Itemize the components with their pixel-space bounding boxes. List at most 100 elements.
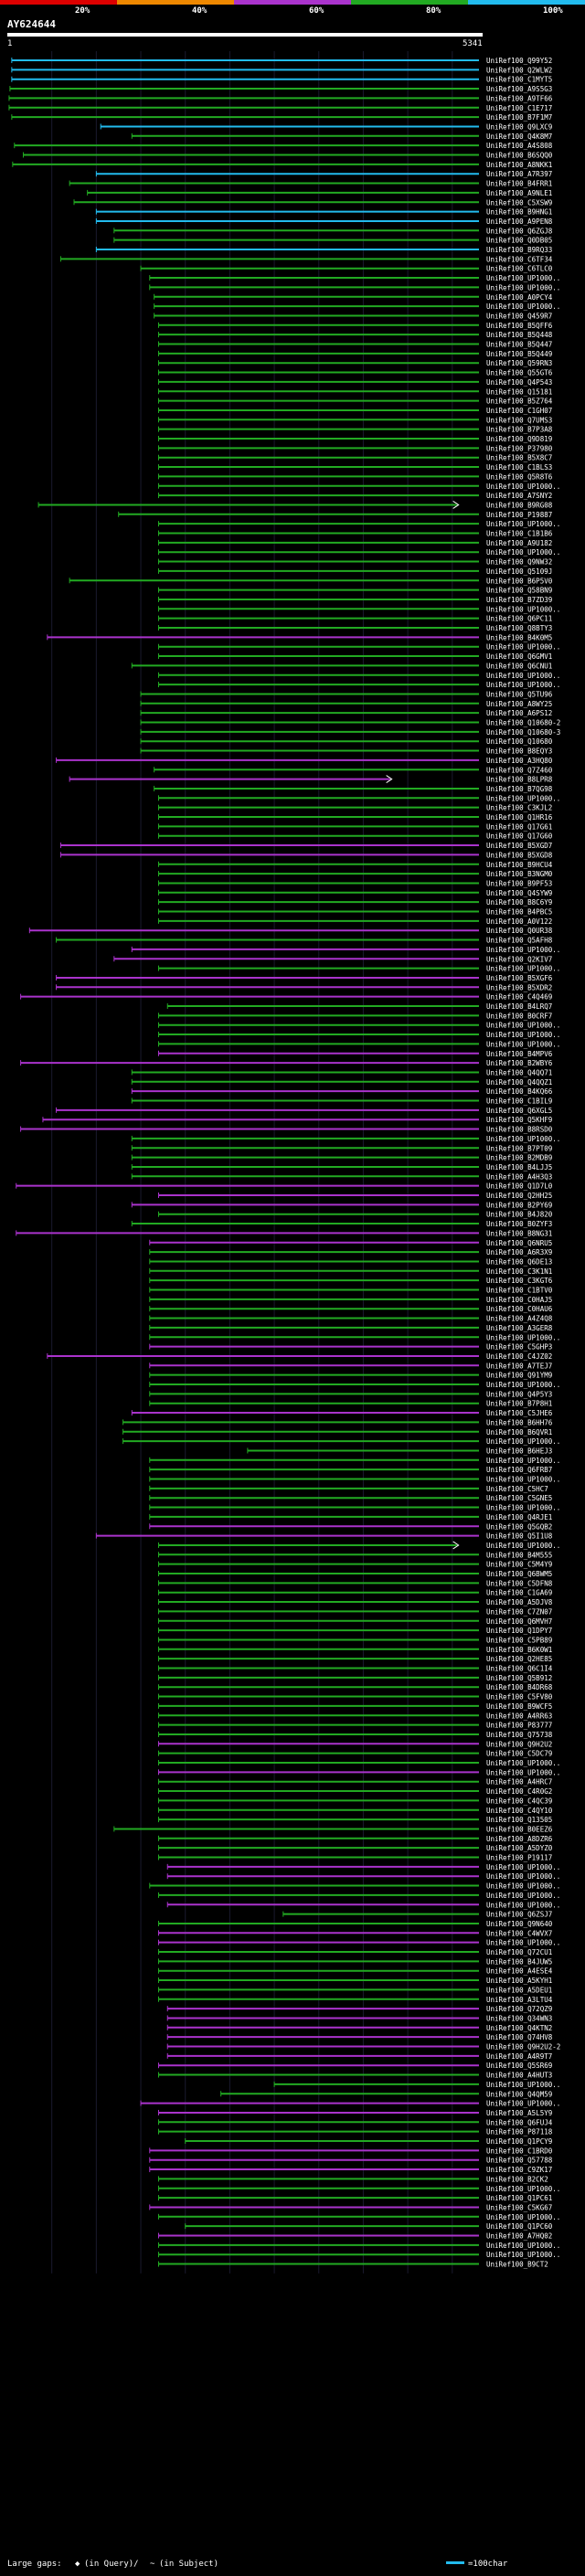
- hit-row[interactable]: UniRef100_B4PBC5: [158, 908, 553, 917]
- hit-row[interactable]: UniRef100_Q5GQB2: [149, 1522, 552, 1531]
- hit-label[interactable]: UniRef100_C4WVX7: [486, 1929, 552, 1937]
- hit-row[interactable]: UniRef100_Q15181: [158, 387, 553, 396]
- hit-row[interactable]: UniRef100_Q17G60: [158, 832, 553, 841]
- hit-row[interactable]: UniRef100_Q5SR69: [158, 2062, 553, 2070]
- hit-label[interactable]: UniRef100_Q5B912: [486, 1674, 552, 1682]
- hit-row[interactable]: UniRef100_Q99Y52: [11, 57, 552, 65]
- hit-label[interactable]: UniRef100_P19887: [486, 511, 552, 519]
- hit-label[interactable]: UniRef100_UP1000..: [486, 1872, 560, 1881]
- hit-label[interactable]: UniRef100_A3GER8: [486, 1324, 553, 1332]
- hit-row[interactable]: UniRef100_Q5I1U8: [95, 1532, 553, 1541]
- hit-row[interactable]: UniRef100_Q6ZGJ8: [113, 227, 553, 235]
- hit-row[interactable]: UniRef100_A3LTU4: [158, 1996, 553, 2004]
- hit-row[interactable]: UniRef100_Q4KTN2: [166, 2024, 552, 2032]
- hit-row[interactable]: UniRef100_Q4QM59: [220, 2090, 553, 2098]
- hit-row[interactable]: UniRef100_P83777: [158, 1722, 553, 1730]
- hit-row[interactable]: UniRef100_B7QG98: [154, 785, 553, 793]
- hit-row[interactable]: UniRef100_Q4K8M7: [131, 133, 552, 141]
- hit-label[interactable]: UniRef100_B5XDR2: [486, 983, 552, 991]
- hit-row[interactable]: UniRef100_C5GNE5: [149, 1494, 552, 1502]
- hit-label[interactable]: UniRef100_B6SQQ0: [486, 152, 553, 160]
- hit-label[interactable]: UniRef100_Q9LXC9: [486, 122, 552, 131]
- hit-row[interactable]: UniRef100_B6P5V0: [69, 577, 553, 585]
- hit-label[interactable]: UniRef100_Q17G60: [486, 832, 553, 841]
- hit-row[interactable]: UniRef100_Q5KHF9: [42, 1116, 552, 1124]
- hit-label[interactable]: UniRef100_A9NLE1: [486, 189, 552, 197]
- hit-row[interactable]: UniRef100_A9TF66: [8, 94, 553, 102]
- hit-label[interactable]: UniRef100_A9S5G3: [486, 85, 552, 93]
- hit-label[interactable]: UniRef100_Q4P5Y3: [486, 1390, 552, 1398]
- hit-row[interactable]: UniRef100_Q5AFH8: [56, 937, 553, 945]
- hit-row[interactable]: UniRef100_Q91YM9: [149, 1372, 552, 1380]
- hit-row[interactable]: UniRef100_Q6NRU5: [149, 1239, 552, 1247]
- hit-row[interactable]: UniRef100_UP1000..: [158, 2213, 561, 2221]
- hit-label[interactable]: UniRef100_Q1HR16: [486, 813, 553, 822]
- hit-row[interactable]: UniRef100_C1GH07: [158, 407, 553, 415]
- hit-row[interactable]: UniRef100_B9RG08: [37, 501, 553, 509]
- hit-label[interactable]: UniRef100_B7P8H1: [486, 1400, 552, 1408]
- hit-label[interactable]: UniRef100_UP1000..: [486, 2185, 560, 2193]
- hit-label[interactable]: UniRef100_Q4P543: [486, 378, 552, 387]
- hit-row[interactable]: UniRef100_B5Q447: [158, 341, 553, 349]
- hit-label[interactable]: UniRef100_B4LRQ7: [486, 1002, 552, 1011]
- hit-label[interactable]: UniRef100_Q5TU96: [486, 690, 553, 698]
- hit-label[interactable]: UniRef100_B0CRF7: [486, 1012, 552, 1020]
- hit-label[interactable]: UniRef100_A3LTU4: [486, 1996, 553, 2004]
- hit-label[interactable]: UniRef100_A9PEN8: [486, 217, 553, 226]
- hit-label[interactable]: UniRef100_UP1000..: [486, 1022, 560, 1030]
- hit-row[interactable]: UniRef100_UP1000..: [140, 2100, 560, 2108]
- hit-label[interactable]: UniRef100_A4ESE4: [486, 1967, 553, 1976]
- hit-row[interactable]: UniRef100_C3K1N1: [149, 1267, 552, 1276]
- hit-row[interactable]: UniRef100_B8RSD0: [20, 1126, 553, 1134]
- hit-label[interactable]: UniRef100_Q7UMS3: [486, 416, 552, 424]
- hit-row[interactable]: UniRef100_A5DYZ0: [158, 1844, 553, 1852]
- hit-row[interactable]: UniRef100_C4WVX7: [158, 1929, 553, 1937]
- hit-label[interactable]: UniRef100_Q4KTN2: [486, 2024, 552, 2032]
- hit-label[interactable]: UniRef100_A4RR63: [486, 1712, 552, 1720]
- hit-row[interactable]: UniRef100_P87118: [158, 2128, 553, 2136]
- hit-row[interactable]: UniRef100_Q5B912: [158, 1674, 553, 1682]
- hit-row[interactable]: UniRef100_B5Q448: [158, 331, 553, 339]
- hit-row[interactable]: UniRef100_Q5TU96: [140, 690, 553, 698]
- hit-label[interactable]: UniRef100_C3K1N1: [486, 1267, 552, 1276]
- hit-row[interactable]: UniRef100_C3KGT6: [149, 1277, 553, 1285]
- hit-row[interactable]: UniRef100_UP1000..: [166, 1872, 560, 1881]
- hit-label[interactable]: UniRef100_B4JUW5: [486, 1957, 552, 1966]
- hit-label[interactable]: UniRef100_UP1000..: [486, 1457, 560, 1465]
- hit-label[interactable]: UniRef100_Q5SR69: [486, 2062, 552, 2070]
- hit-label[interactable]: UniRef100_A5DJV8: [486, 1598, 553, 1606]
- hit-row[interactable]: UniRef100_B9PF53: [158, 879, 553, 887]
- hit-row[interactable]: UniRef100_C5XSW9: [73, 198, 552, 207]
- hit-row[interactable]: UniRef100_UP1000..: [158, 520, 561, 528]
- hit-label[interactable]: UniRef100_B9HNG1: [486, 208, 552, 217]
- hit-row[interactable]: UniRef100_C1BTV0: [149, 1287, 553, 1295]
- hit-row[interactable]: UniRef100_B5XDR2: [56, 983, 553, 991]
- hit-label[interactable]: UniRef100_Q6ZSJ7: [486, 1911, 552, 1919]
- hit-row[interactable]: UniRef100_UP1000..: [273, 2081, 560, 2089]
- hit-label[interactable]: UniRef100_B9RG08: [486, 501, 553, 509]
- hit-row[interactable]: UniRef100_Q6PC11: [158, 615, 553, 623]
- hit-label[interactable]: UniRef100_UP1000..: [486, 1031, 560, 1039]
- hit-row[interactable]: UniRef100_UP1000..: [158, 482, 561, 491]
- hit-row[interactable]: UniRef100_A7R397: [95, 170, 552, 178]
- hit-label[interactable]: UniRef100_B9CT2: [486, 2261, 548, 2269]
- hit-row[interactable]: UniRef100_Q6C1I4: [158, 1665, 553, 1673]
- hit-row[interactable]: UniRef100_Q1HR16: [158, 813, 553, 822]
- hit-label[interactable]: UniRef100_B5Z764: [486, 398, 553, 406]
- hit-label[interactable]: UniRef100_C1BIL9: [486, 1097, 552, 1106]
- hit-row[interactable]: UniRef100_A4H3Q3: [131, 1172, 552, 1181]
- hit-label[interactable]: UniRef100_C5KG67: [486, 2203, 552, 2211]
- hit-label[interactable]: UniRef100_C7ZN07: [486, 1607, 552, 1616]
- hit-row[interactable]: UniRef100_C1BIL9: [131, 1097, 552, 1106]
- hit-label[interactable]: UniRef100_Q9H2U2: [486, 1740, 552, 1748]
- hit-label[interactable]: UniRef100_Q5KHF9: [486, 1116, 552, 1124]
- hit-label[interactable]: UniRef100_C0HAJ5: [486, 1296, 552, 1304]
- hit-label[interactable]: UniRef100_B9HCU4: [486, 861, 553, 869]
- hit-label[interactable]: UniRef100_B4K0M5: [486, 633, 552, 641]
- hit-row[interactable]: UniRef100_Q13505: [158, 1816, 553, 1824]
- hit-label[interactable]: UniRef100_B8LPR8: [486, 776, 553, 784]
- hit-label[interactable]: UniRef100_UP1000..: [486, 794, 560, 802]
- hit-label[interactable]: UniRef100_UP1000..: [486, 1504, 560, 1512]
- hit-label[interactable]: UniRef100_A6R3X9: [486, 1248, 552, 1256]
- hit-row[interactable]: UniRef100_UP1000..: [149, 1476, 561, 1484]
